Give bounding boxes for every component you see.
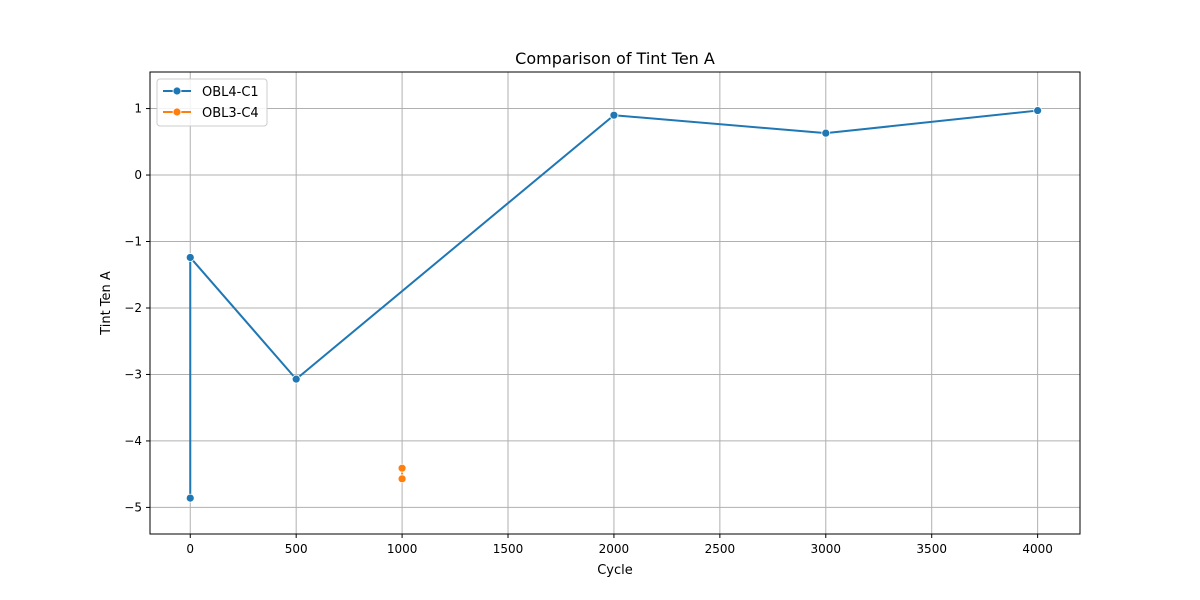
legend-marker <box>172 86 182 96</box>
series-obl3-c4 <box>397 463 407 484</box>
data-point <box>609 110 619 120</box>
y-axis-label: Tint Ten A <box>99 271 114 336</box>
y-tick-label: −2 <box>124 301 142 315</box>
data-point <box>821 128 831 138</box>
y-tick-label: −5 <box>124 500 142 514</box>
legend: OBL4-C1 OBL3-C4 <box>156 78 268 127</box>
x-axis-label: Cycle <box>597 563 633 578</box>
data-point <box>291 374 301 384</box>
data-point <box>185 493 195 503</box>
y-tick-label: −3 <box>124 367 142 381</box>
x-axis-ticks: 0 500 1000 1500 2000 2500 3000 3500 4000 <box>186 534 1053 556</box>
x-tick-label: 3500 <box>916 542 947 556</box>
legend-label: OBL4-C1 <box>202 85 259 100</box>
chart-title: Comparison of Tint Ten A <box>515 49 715 68</box>
plot-series <box>185 106 1043 503</box>
x-tick-label: 2000 <box>599 542 630 556</box>
legend-entry: OBL4-C1 <box>163 85 259 100</box>
plot-frame <box>149 71 1081 535</box>
x-tick-label: 1000 <box>387 542 418 556</box>
legend-entry: OBL3-C4 <box>163 106 259 121</box>
y-tick-label: 0 <box>134 168 142 182</box>
series-line <box>189 109 1038 499</box>
y-axis-ticks: −5 −4 −3 −2 −1 0 1 <box>124 102 150 514</box>
legend-marker <box>172 107 182 117</box>
x-tick-label: 2500 <box>705 542 736 556</box>
y-tick-label: −4 <box>124 434 142 448</box>
data-point <box>397 463 407 473</box>
x-tick-label: 3000 <box>811 542 842 556</box>
y-tick-label: 1 <box>134 102 142 116</box>
data-point <box>185 253 195 262</box>
y-tick-label: −1 <box>124 235 142 249</box>
data-point <box>397 474 407 484</box>
data-point <box>1033 106 1043 115</box>
series-obl4-c1 <box>185 106 1043 503</box>
legend-label: OBL3-C4 <box>202 106 259 121</box>
x-tick-label: 0 <box>186 542 194 556</box>
x-tick-label: 1500 <box>493 542 524 556</box>
grid-lines <box>150 72 1080 534</box>
x-tick-label: 500 <box>285 542 308 556</box>
x-tick-label: 4000 <box>1022 542 1053 556</box>
